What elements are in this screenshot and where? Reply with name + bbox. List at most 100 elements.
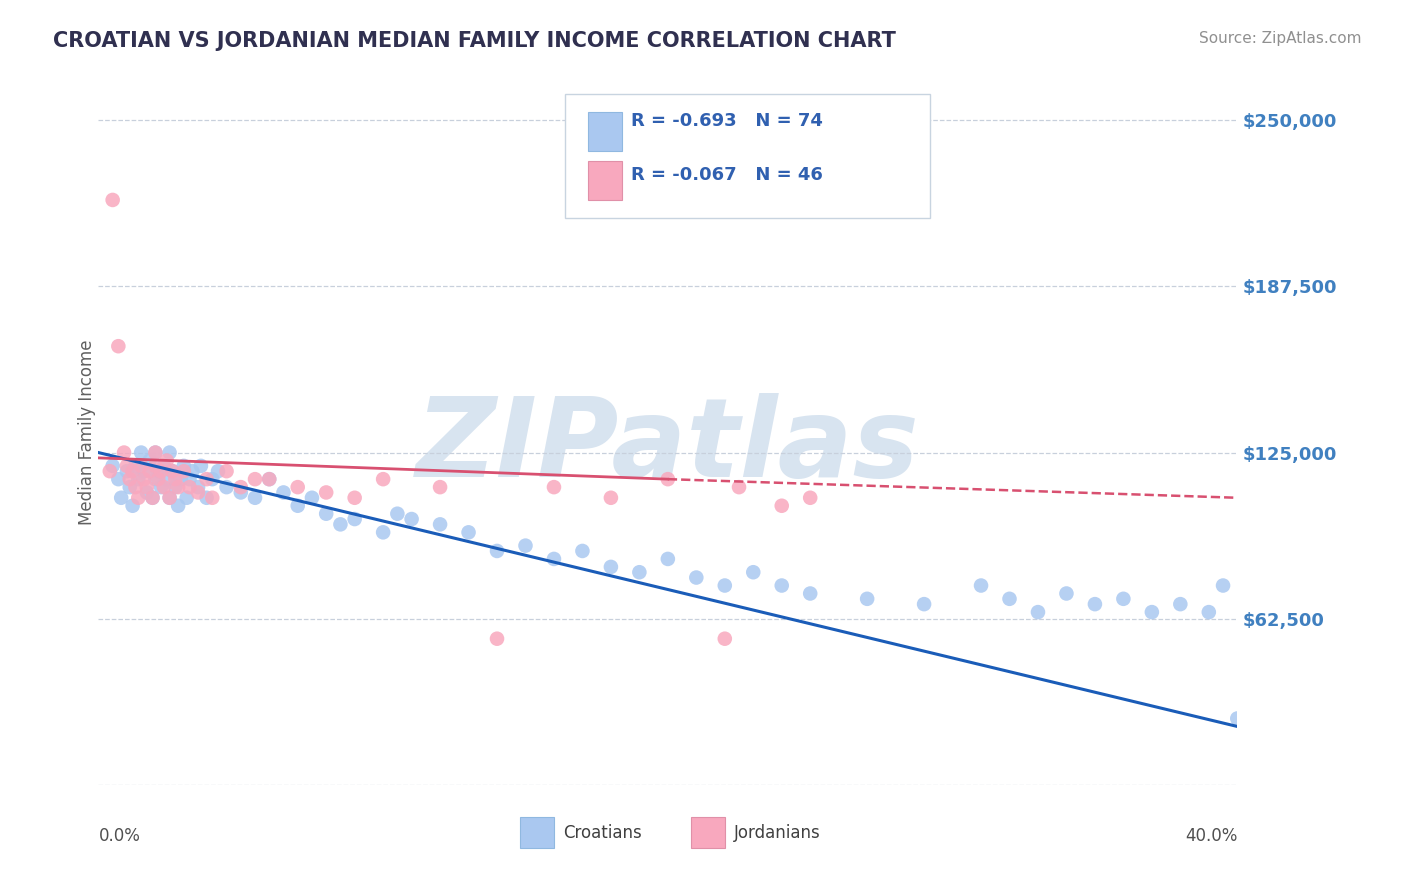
Point bbox=[181, 464, 204, 478]
Point bbox=[657, 552, 679, 566]
Text: 0.0%: 0.0% bbox=[98, 827, 141, 846]
FancyBboxPatch shape bbox=[565, 95, 929, 218]
Point bbox=[127, 472, 149, 486]
Text: CROATIAN VS JORDANIAN MEDIAN FAMILY INCOME CORRELATION CHART: CROATIAN VS JORDANIAN MEDIAN FAMILY INCO… bbox=[53, 31, 896, 51]
Point bbox=[600, 560, 623, 574]
Point bbox=[118, 480, 141, 494]
Point bbox=[121, 499, 143, 513]
Point bbox=[121, 464, 143, 478]
Point bbox=[515, 539, 537, 553]
Point bbox=[115, 464, 138, 478]
Point bbox=[165, 480, 187, 494]
Point bbox=[371, 472, 394, 486]
Point bbox=[201, 472, 224, 486]
Point bbox=[127, 491, 149, 505]
Point bbox=[159, 445, 181, 459]
Point bbox=[215, 480, 238, 494]
Point bbox=[176, 491, 198, 505]
Point bbox=[115, 458, 138, 473]
Point bbox=[301, 491, 323, 505]
Point bbox=[148, 472, 170, 486]
Text: ZIPatlas: ZIPatlas bbox=[416, 393, 920, 500]
Point bbox=[998, 591, 1021, 606]
Point bbox=[243, 472, 266, 486]
Point bbox=[657, 472, 679, 486]
FancyBboxPatch shape bbox=[588, 112, 623, 151]
Point bbox=[135, 485, 157, 500]
Point bbox=[167, 480, 190, 494]
Point bbox=[187, 485, 209, 500]
Point bbox=[486, 544, 509, 558]
Point bbox=[110, 491, 132, 505]
Point bbox=[112, 445, 135, 459]
Point bbox=[371, 525, 394, 540]
Point bbox=[543, 552, 565, 566]
Point bbox=[685, 570, 707, 584]
Point bbox=[1026, 605, 1049, 619]
Point bbox=[229, 485, 252, 500]
Point bbox=[173, 458, 195, 473]
Point bbox=[343, 491, 366, 505]
Point bbox=[1226, 711, 1249, 725]
Text: Jordanians: Jordanians bbox=[734, 824, 821, 842]
Point bbox=[165, 472, 187, 486]
Point bbox=[98, 464, 121, 478]
Point bbox=[170, 472, 193, 486]
Point bbox=[543, 480, 565, 494]
Point bbox=[148, 464, 170, 478]
Point bbox=[429, 517, 451, 532]
Point bbox=[153, 458, 176, 473]
Point bbox=[138, 453, 160, 467]
Point bbox=[107, 472, 129, 486]
Point bbox=[457, 525, 479, 540]
Point bbox=[159, 491, 181, 505]
Text: Source: ZipAtlas.com: Source: ZipAtlas.com bbox=[1198, 31, 1361, 46]
Point bbox=[799, 586, 821, 600]
FancyBboxPatch shape bbox=[588, 161, 623, 200]
Point bbox=[401, 512, 423, 526]
Point bbox=[259, 472, 281, 486]
Point bbox=[714, 578, 737, 592]
Point bbox=[135, 480, 157, 494]
Point bbox=[215, 464, 238, 478]
Point bbox=[287, 480, 309, 494]
Point bbox=[970, 578, 993, 592]
Text: R = -0.693   N = 74: R = -0.693 N = 74 bbox=[631, 112, 824, 130]
Point bbox=[728, 480, 751, 494]
Point bbox=[101, 193, 124, 207]
Point bbox=[486, 632, 509, 646]
Point bbox=[1140, 605, 1163, 619]
Point bbox=[600, 491, 623, 505]
Point bbox=[145, 458, 167, 473]
Point bbox=[145, 445, 167, 459]
Text: R = -0.067   N = 46: R = -0.067 N = 46 bbox=[631, 167, 824, 185]
Point bbox=[315, 485, 337, 500]
Point bbox=[141, 491, 163, 505]
Point bbox=[179, 480, 201, 494]
Point bbox=[856, 591, 879, 606]
Point bbox=[173, 464, 195, 478]
Point bbox=[714, 632, 737, 646]
Point bbox=[129, 458, 152, 473]
Point bbox=[201, 491, 224, 505]
Point bbox=[190, 458, 212, 473]
Point bbox=[124, 480, 146, 494]
Point bbox=[156, 453, 179, 467]
Y-axis label: Median Family Income: Median Family Income bbox=[79, 340, 96, 525]
Point bbox=[912, 597, 935, 611]
Point bbox=[132, 464, 155, 478]
Point bbox=[145, 472, 167, 486]
Point bbox=[329, 517, 352, 532]
Point bbox=[153, 480, 176, 494]
Point bbox=[742, 566, 765, 580]
Text: Croatians: Croatians bbox=[562, 824, 641, 842]
Point bbox=[229, 480, 252, 494]
FancyBboxPatch shape bbox=[520, 817, 554, 848]
Point bbox=[145, 445, 167, 459]
Point bbox=[429, 480, 451, 494]
Point bbox=[101, 458, 124, 473]
Point bbox=[132, 472, 155, 486]
Point bbox=[150, 464, 173, 478]
Point bbox=[273, 485, 295, 500]
Point bbox=[129, 445, 152, 459]
